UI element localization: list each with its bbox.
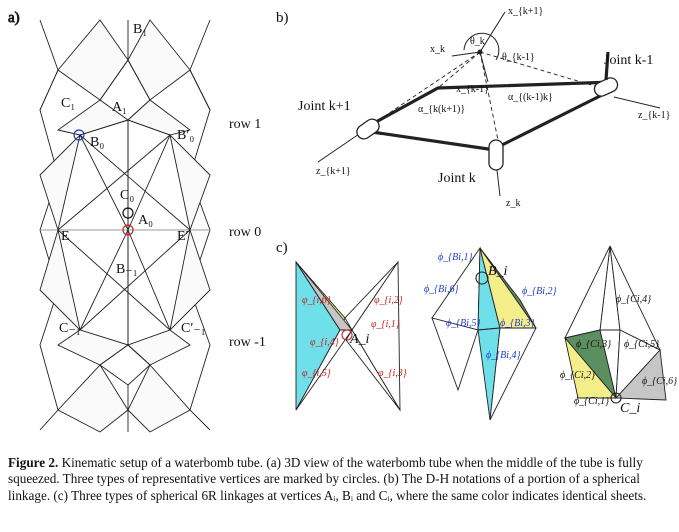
vertex-label-b-i: B_i [488,264,508,279]
axis-x-k-minus1: x_{k-1} [456,84,489,95]
angle-c-i3: ϕ_{Ci,3} [576,339,611,350]
joint-k-minus1-label: Joint k-1 [604,53,653,68]
angle-b-i3: ϕ_{Bi,3} [500,318,535,329]
figure-caption: Figure 2. Kinematic setup of a waterbomb… [8,455,672,504]
label-e-prime: E′ [177,229,189,244]
angle-a-i1: φ_{i,1} [371,319,400,330]
label-b0: B₀ [90,135,104,150]
label-a1: A₁ [112,100,127,115]
axis-x-k: x_k [430,44,445,55]
angle-b-i4: ϕ_{Bi,4} [486,350,521,361]
angle-c-i4: ϕ_{Ci,4} [616,294,651,305]
vertex-label-c-i: C_i [620,401,640,416]
angle-a-i4: φ_{i,4} [310,337,339,348]
row-label-minus1: row -1 [229,335,266,350]
axis-x-k-plus1: x_{k+1} [508,6,543,17]
label-a0: A₀ [138,213,153,228]
joint-k-label: Joint k [438,171,476,186]
axis-z-k-minus1: z_{k-1} [638,110,670,121]
label-b0-prime: B′₀ [177,128,194,143]
angle-b-i2: ϕ_{Bi,2} [522,286,557,297]
label-e: E [61,229,70,244]
panel-b-labels: Joint k-1 Joint k+1 Joint k x_{k+1} x_k … [298,6,670,209]
label-b-minus1: B₋₁ [116,262,138,277]
vertex-label-a-i: A_i [349,332,370,347]
panel-b: b) [276,10,661,197]
angle-a-i6: φ_{i,6} [302,295,331,306]
angle-c-i6: ϕ_{Ci,6} [642,376,677,387]
caption-text: Kinematic setup of a waterbomb tube. (a)… [8,455,647,503]
label-c1: C₁ [61,96,75,111]
angle-a-i5: φ_{i,5} [302,368,331,379]
panel-b-tag: b) [276,10,289,26]
panel-a: a) [8,10,211,433]
angle-alpha-k-kplus1: α_{k(k+1)} [418,104,465,115]
angle-a-i2: φ_{i,2} [374,295,403,306]
angle-b-i6: ϕ_{Bi,6} [424,284,459,295]
vertex-marker-c0 [122,207,134,219]
joint-k-plus1-label: Joint k+1 [298,99,351,114]
row-label-1: row 1 [229,117,261,132]
angle-a-i3: φ_{i,3} [378,368,407,379]
angle-theta-k-minus1: θ_{k-1} [502,52,535,63]
label-c-minus1-prime: C′₋₁ [181,321,206,336]
panel-a-labels: B₁ C₁ A₁ B₀ B′₀ C₀ A₀ E E′ B₋₁ C₋₁ C′₋₁ … [59,22,266,350]
panel-c-tag: c) [276,240,288,256]
figure-2-illustration: a) [8,6,677,433]
panel-c: c) [276,240,667,421]
axis-z-k-plus1: z_{k+1} [316,166,351,177]
angle-alpha-kminus1-k: α_{(k-1)k} [508,92,553,103]
vertex-marker-a0 [122,224,134,236]
angle-b-i5: ϕ_{Bi,5} [446,318,481,329]
angle-c-i2: ϕ_{Ci,2} [560,370,595,381]
angle-c-i5: ϕ_{Ci,5} [624,339,659,350]
angle-c-i1: ϕ_{Ci,1} [574,396,609,407]
panel-a-tag: a) [8,10,20,26]
label-c-minus1: C₋₁ [59,321,81,336]
angle-theta-k: θ_k [470,36,485,47]
caption-label: Figure 2. [8,455,59,470]
vertex-marker-b0 [73,129,85,141]
row-label-0: row 0 [229,225,261,240]
axis-z-k: z_k [506,198,520,209]
label-c0: C₀ [120,188,134,203]
angle-b-i1: ϕ_{Bi,1} [438,252,473,263]
panel-c-labels: φ_{i,6} φ_{i,2} φ_{i,1} φ_{i,4} φ_{i,5} … [302,252,677,416]
label-b1: B₁ [133,22,147,37]
